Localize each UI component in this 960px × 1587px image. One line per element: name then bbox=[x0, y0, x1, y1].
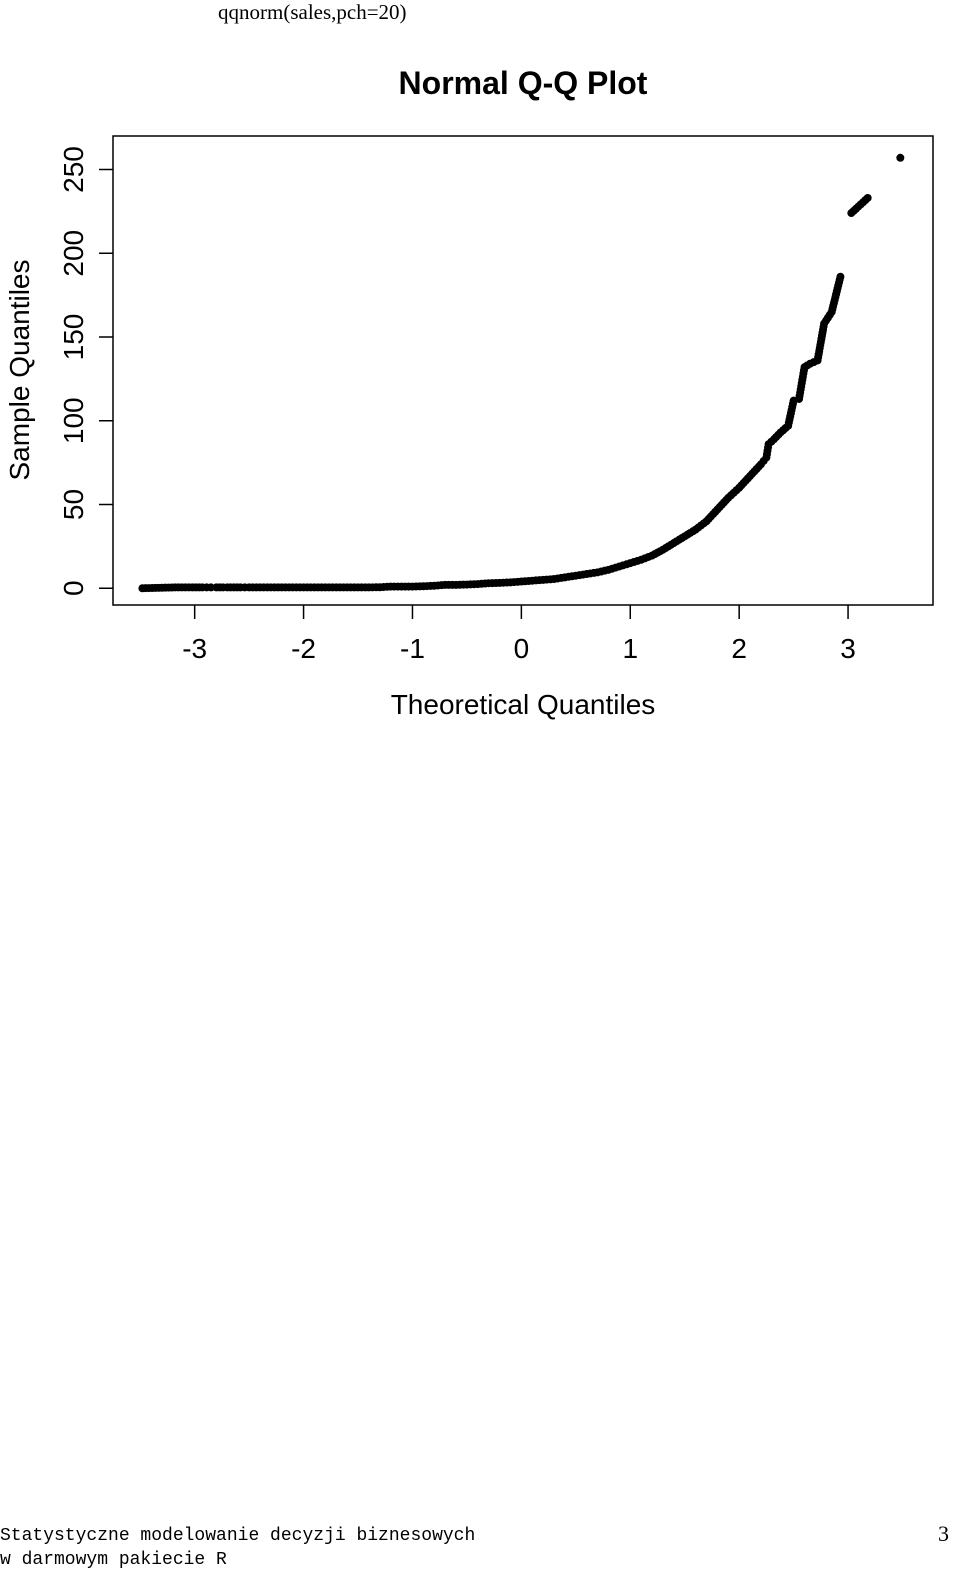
x-tick-label: 2 bbox=[731, 633, 747, 664]
x-tick-label: -3 bbox=[182, 633, 207, 664]
y-tick-label: 0 bbox=[58, 580, 89, 596]
page-number: 3 bbox=[938, 1521, 949, 1546]
y-tick-label: 100 bbox=[58, 397, 89, 444]
x-tick-label: 0 bbox=[514, 633, 530, 664]
data-point bbox=[863, 193, 872, 202]
qq-plot: Normal Q-Q Plot -3 -2 -1 0 1 2 3 0 50 100 150 200 2… bbox=[4, 65, 934, 720]
x-tick-label: -2 bbox=[291, 633, 316, 664]
footer-line-2: w darmowym pakiecie R bbox=[0, 1550, 227, 1570]
x-tick-label: 1 bbox=[622, 633, 638, 664]
x-tick-label: 3 bbox=[840, 633, 856, 664]
footer-text: Statystyczne modelowanie decyzji bizneso… bbox=[0, 1524, 475, 1572]
data-point bbox=[896, 153, 905, 162]
y-tick-label: 50 bbox=[58, 489, 89, 520]
data-points bbox=[138, 153, 905, 593]
y-tick-label: 200 bbox=[58, 230, 89, 277]
y-tick-label: 250 bbox=[58, 146, 89, 193]
x-axis-label: Theoretical Quantiles bbox=[391, 689, 656, 720]
data-point bbox=[836, 272, 845, 281]
y-tick-label: 150 bbox=[58, 314, 89, 361]
footer-line-1: Statystyczne modelowanie decyzji bizneso… bbox=[0, 1526, 476, 1546]
code-caption: qqnorm(sales,pch=20) bbox=[218, 0, 407, 24]
x-axis: -3 -2 -1 0 1 2 3 bbox=[182, 605, 856, 664]
plot-frame bbox=[112, 135, 934, 606]
chart-title: Normal Q-Q Plot bbox=[399, 65, 648, 101]
y-axis-label: Sample Quantiles bbox=[4, 259, 35, 480]
y-axis: 0 50 100 150 200 250 bbox=[58, 146, 113, 596]
x-tick-label: -1 bbox=[400, 633, 425, 664]
